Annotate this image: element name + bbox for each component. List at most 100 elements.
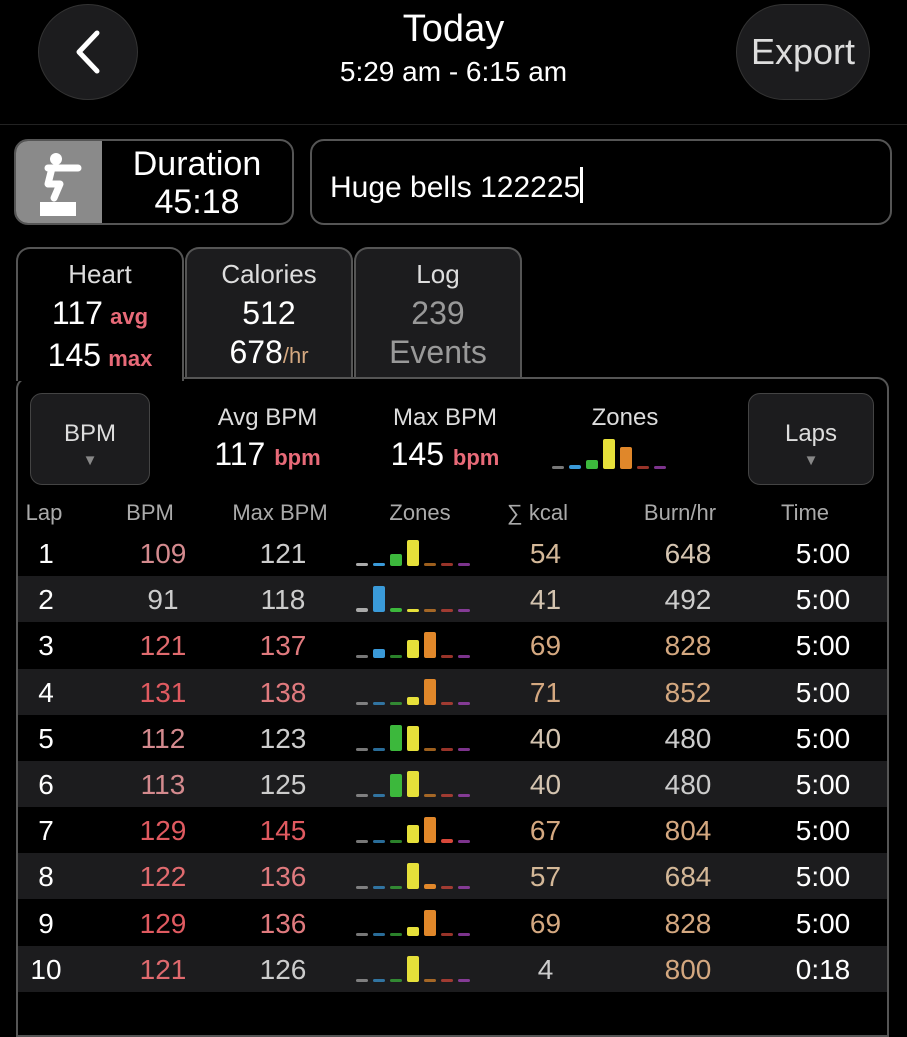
- duration-card[interactable]: Duration 45:18: [14, 139, 294, 225]
- group-select[interactable]: Laps ▼: [748, 393, 874, 485]
- zone-bar: [441, 839, 453, 844]
- cell-kcal: 40: [529, 769, 562, 800]
- lap-zones-chart: [356, 675, 470, 705]
- zones-label: Zones: [591, 404, 659, 431]
- zone-bar: [407, 955, 419, 982]
- table-row[interactable]: 2 91 118 41 492 5:00: [18, 576, 887, 623]
- back-button[interactable]: [38, 4, 138, 100]
- zone-bar: [424, 747, 436, 751]
- metric-select[interactable]: BPM ▼: [30, 393, 150, 485]
- cell-burn: 852: [664, 676, 712, 708]
- zone-bar: [356, 563, 368, 566]
- zone-bar: [390, 978, 402, 982]
- cell-burn: 492: [664, 584, 712, 616]
- zone-bar: [356, 932, 368, 936]
- table-row[interactable]: 4 131 138 71 852 5:00: [18, 668, 887, 715]
- tab-heart[interactable]: Heart 117 avg 145 max: [16, 247, 184, 381]
- zone-bar: [441, 886, 453, 890]
- workout-name-input[interactable]: Huge bells 122225: [310, 139, 892, 225]
- cell-lap: 5: [38, 722, 54, 754]
- squat-icon: [16, 141, 102, 223]
- zone-bar: [407, 540, 419, 566]
- zone-bar: [373, 840, 385, 844]
- cell-bpm: 121: [139, 953, 187, 985]
- zone-bar: [356, 794, 368, 797]
- zone-bar: [458, 747, 470, 751]
- zone-bar: [620, 446, 632, 469]
- divider: [0, 124, 907, 125]
- cell-lap: 10: [30, 953, 62, 985]
- table-row[interactable]: 8 122 136 57 684 5:00: [18, 853, 887, 900]
- tab-calories[interactable]: Calories 512 678/hr: [185, 247, 353, 379]
- column-header: ∑ kcal: [507, 500, 568, 525]
- zone-bar: [407, 609, 419, 613]
- cell-max: 145: [259, 815, 307, 847]
- zone-bar: [356, 747, 368, 751]
- cell-burn: 800: [664, 953, 712, 985]
- cell-bpm: 129: [139, 815, 187, 847]
- zone-bar: [458, 932, 470, 936]
- cell-bpm: 129: [139, 907, 187, 939]
- rate-unit: /hr: [282, 343, 309, 368]
- column-header: Burn/hr: [643, 500, 717, 525]
- table-row[interactable]: 7 129 145 67 804 5:00: [18, 807, 887, 853]
- cell-lap: 4: [38, 676, 54, 708]
- max-bpm-label: Max BPM: [392, 404, 497, 431]
- table-row[interactable]: 10 121 126 4 800 0:18: [18, 945, 887, 992]
- zone-bar: [373, 932, 385, 936]
- zone-bar: [356, 608, 368, 613]
- events-count: 239: [411, 295, 465, 331]
- zone-bar: [356, 840, 368, 844]
- avg-value: 117: [51, 295, 103, 331]
- text-cursor: [580, 167, 584, 203]
- export-button[interactable]: Export: [736, 4, 870, 100]
- table-row[interactable]: 1 109 121 54 648 5:00: [18, 530, 887, 576]
- zone-bar: [390, 701, 402, 705]
- column-header: BPM: [126, 500, 174, 525]
- zone-bar: [356, 978, 368, 982]
- zone-bar: [390, 886, 402, 890]
- cell-max: 138: [259, 676, 307, 708]
- cell-max: 126: [259, 953, 307, 985]
- zone-bar: [441, 563, 453, 566]
- table-row[interactable]: 9 129 136 69 828 5:00: [18, 900, 887, 946]
- table-row[interactable]: 3 121 137 69 828 5:00: [18, 622, 887, 668]
- cell-burn: 648: [664, 538, 712, 569]
- tab-log[interactable]: Log 239 Events: [354, 247, 522, 379]
- cell-burn: 684: [664, 861, 712, 893]
- cell-burn: 804: [664, 815, 712, 847]
- cell-lap: 3: [38, 630, 54, 662]
- zone-bar: [407, 926, 419, 936]
- events-label: Events: [389, 334, 487, 370]
- cell-lap: 1: [38, 538, 54, 569]
- cell-max: 125: [259, 769, 307, 800]
- avg-bpm-stat: Avg BPM 117 bpm: [200, 404, 335, 473]
- tab-label: Heart: [68, 259, 132, 289]
- cell-time: 5:00: [795, 815, 851, 847]
- table-row[interactable]: 6 113 125 40 480 5:00: [18, 761, 887, 807]
- workout-name-text: Huge bells 122225: [330, 171, 581, 204]
- duration-label: Duration: [132, 145, 262, 183]
- cell-max: 118: [260, 584, 306, 616]
- cell-time: 5:00: [795, 722, 851, 754]
- table-row[interactable]: 5 112 123 40 480 5:00: [18, 715, 887, 761]
- page-title: Today: [402, 8, 505, 50]
- zone-bar: [390, 608, 402, 613]
- lap-zones-chart: [356, 582, 470, 613]
- calories-rate: 678: [229, 334, 283, 370]
- cell-kcal: 67: [529, 815, 562, 847]
- group-select-value: Laps: [784, 420, 838, 447]
- cell-kcal: 69: [529, 907, 562, 939]
- metric-select-value: BPM: [63, 420, 116, 447]
- zone-bar: [458, 609, 470, 613]
- cell-bpm: 91: [147, 584, 179, 616]
- zone-bar: [390, 724, 402, 751]
- zone-bar: [356, 886, 368, 890]
- max-value: 145: [47, 337, 102, 373]
- zone-bar: [424, 678, 436, 705]
- cell-max: 123: [259, 722, 307, 754]
- cell-max: 137: [259, 630, 307, 662]
- column-header: Time: [780, 500, 830, 525]
- cell-kcal: 71: [529, 676, 562, 708]
- cell-time: 0:18: [795, 953, 851, 985]
